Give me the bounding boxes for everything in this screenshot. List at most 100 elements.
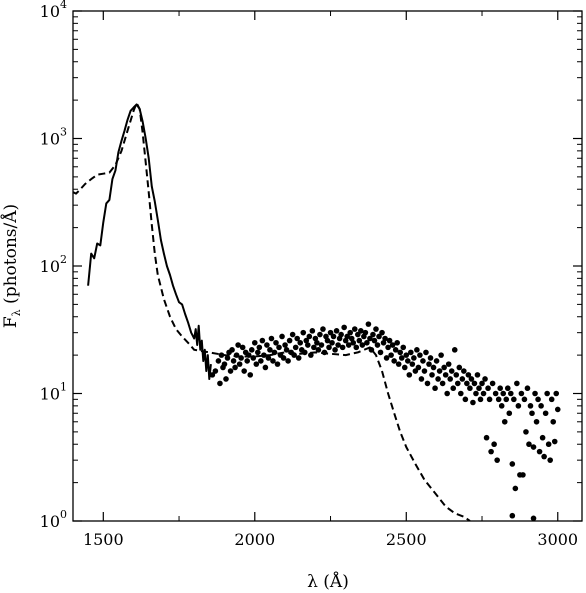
data-point <box>473 390 479 397</box>
data-point <box>538 403 544 409</box>
data-point <box>461 368 467 374</box>
data-point <box>509 461 516 467</box>
data-point <box>436 368 443 374</box>
data-point <box>554 406 561 413</box>
data-point <box>356 337 363 344</box>
data-point <box>394 339 400 346</box>
data-point <box>551 438 558 445</box>
data-point <box>258 358 264 364</box>
data-point <box>468 376 475 382</box>
data-point <box>295 355 302 361</box>
y-tick-label: 102 <box>40 253 67 276</box>
data-point <box>341 324 347 331</box>
data-point <box>417 352 423 358</box>
data-point <box>441 364 447 371</box>
data-point <box>498 403 505 409</box>
data-point <box>465 372 472 378</box>
data-point <box>217 380 223 387</box>
data-point <box>497 385 503 392</box>
y-tick-label: 103 <box>40 126 67 149</box>
data-point <box>456 364 463 371</box>
series-solid-line <box>87 103 212 380</box>
data-point <box>444 390 450 397</box>
data-point <box>539 434 546 441</box>
x-axis-title: λ (Å) <box>307 571 349 592</box>
data-point <box>248 347 255 353</box>
data-point <box>414 347 420 353</box>
data-point <box>542 410 549 417</box>
data-point <box>224 355 231 361</box>
data-point <box>458 390 464 397</box>
data-point <box>421 368 428 374</box>
data-point <box>488 448 494 455</box>
y-axis-title-main: F <box>1 316 21 328</box>
data-point <box>442 372 449 378</box>
data-point <box>508 390 514 397</box>
data-point <box>244 358 251 364</box>
data-point <box>553 390 560 397</box>
data-point <box>209 372 216 378</box>
data-point <box>379 329 385 336</box>
data-point <box>303 337 310 344</box>
data-point <box>529 410 535 417</box>
data-point <box>432 385 438 392</box>
data-point <box>317 331 323 338</box>
data-point <box>491 441 497 448</box>
data-point <box>524 385 531 392</box>
data-point <box>247 372 254 378</box>
data-point <box>509 512 516 519</box>
data-point <box>404 358 411 364</box>
data-point <box>376 333 382 340</box>
data-point <box>429 372 435 378</box>
data-point <box>285 358 291 364</box>
data-point <box>326 344 332 351</box>
data-point <box>447 376 454 382</box>
data-point <box>300 329 307 336</box>
data-point <box>318 342 325 348</box>
data-point <box>453 372 460 378</box>
data-point <box>459 376 466 382</box>
data-point <box>548 396 555 403</box>
y-tick-label: 100 <box>40 508 67 531</box>
data-point <box>253 361 260 367</box>
data-point <box>368 347 375 353</box>
data-point <box>320 326 326 332</box>
data-point <box>527 403 534 409</box>
data-point <box>471 380 478 387</box>
data-point <box>262 364 269 371</box>
plot-frame <box>72 10 583 522</box>
data-point <box>308 352 314 358</box>
data-point <box>338 331 344 338</box>
data-point <box>409 361 416 367</box>
data-point <box>238 355 244 361</box>
data-point <box>335 342 341 348</box>
data-point <box>408 349 414 356</box>
data-point <box>464 380 470 387</box>
data-point <box>276 344 282 351</box>
data-point <box>344 333 350 340</box>
data-point <box>274 361 281 367</box>
data-point <box>305 342 311 348</box>
data-point <box>518 390 525 397</box>
series-dashed-line <box>73 102 471 521</box>
data-point <box>433 358 440 364</box>
data-point <box>523 429 529 435</box>
data-point <box>506 410 513 417</box>
data-point <box>406 372 413 378</box>
data-point <box>450 385 457 392</box>
data-point <box>532 390 538 397</box>
data-point <box>462 396 469 403</box>
data-point <box>324 337 331 344</box>
data-point <box>232 364 238 371</box>
data-point <box>492 390 499 397</box>
y-tick-label: 101 <box>40 381 67 404</box>
data-point <box>541 453 547 460</box>
data-point <box>345 342 352 348</box>
data-point <box>250 355 257 361</box>
data-point <box>500 390 507 397</box>
data-point <box>339 344 346 351</box>
data-point <box>364 339 370 346</box>
data-point <box>400 344 407 351</box>
data-point <box>292 344 299 351</box>
